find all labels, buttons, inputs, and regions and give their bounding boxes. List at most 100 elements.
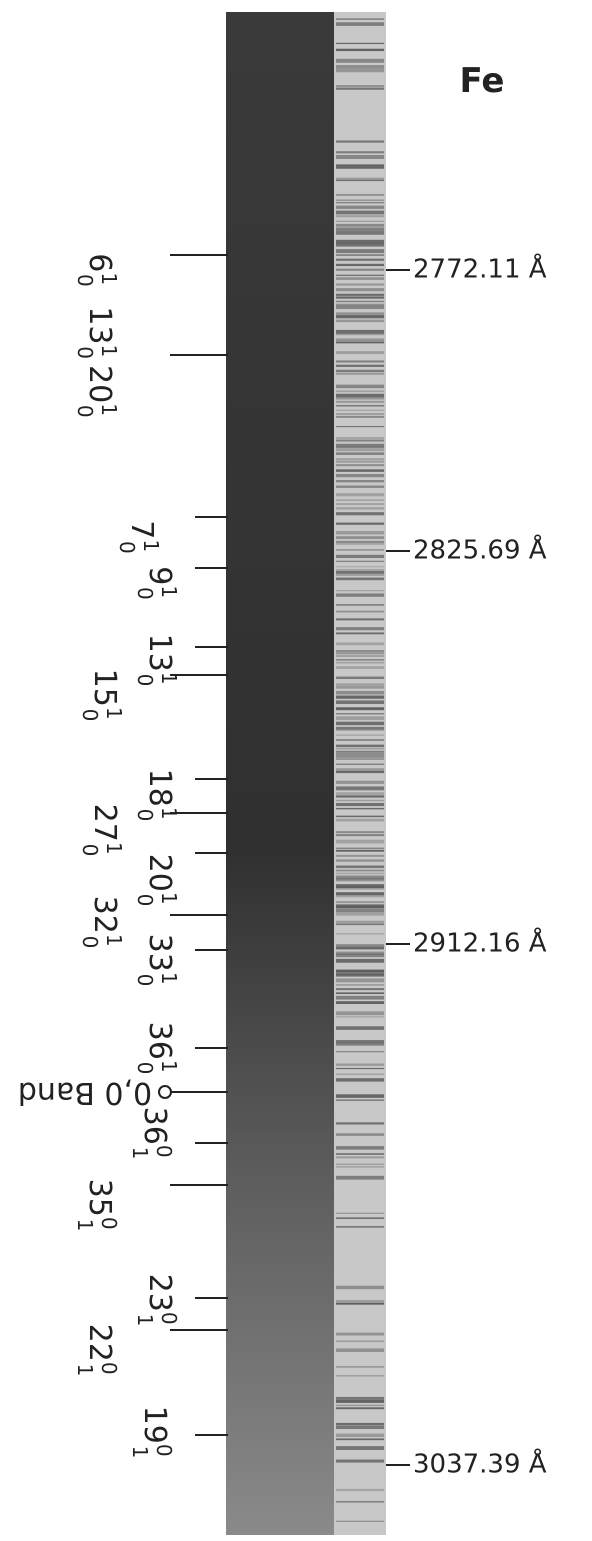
spectral-line — [336, 611, 384, 613]
band-number: 7 — [124, 520, 159, 539]
spectral-line — [336, 243, 384, 246]
spectral-line — [336, 1460, 384, 1463]
spectral-line — [336, 342, 384, 343]
spectral-line — [336, 896, 384, 898]
spectral-line — [336, 296, 384, 298]
spectral-line — [336, 275, 384, 276]
band-label: 2010 — [133, 854, 181, 907]
spectral-line — [336, 1405, 384, 1407]
spectral-line — [336, 221, 384, 222]
band-label: 3501 — [73, 1179, 121, 1232]
band-text: 2010 — [133, 854, 181, 907]
spectral-line — [336, 1489, 384, 1491]
spectral-line — [336, 410, 384, 411]
band-label: 610 — [73, 253, 121, 287]
spectral-line — [336, 206, 384, 209]
dark-strip — [226, 12, 334, 1535]
spectral-line — [336, 259, 384, 261]
spectral-line — [336, 1051, 384, 1052]
band-text: 2201 — [73, 1324, 121, 1377]
spectral-line — [336, 751, 384, 753]
band-label: 1310 — [133, 634, 181, 687]
spectral-line — [336, 167, 384, 168]
spectral-line — [336, 996, 384, 1000]
spectral-line — [336, 458, 384, 460]
band-label: 2710 — [78, 804, 126, 857]
band-label: 13102010 — [73, 306, 121, 417]
band-sup: 0 — [152, 1444, 176, 1457]
spectral-line — [336, 677, 384, 680]
spectral-line — [336, 1040, 384, 1043]
spectral-line — [336, 151, 384, 153]
spectral-line — [336, 1156, 384, 1158]
spectral-line — [336, 653, 384, 655]
spectral-line — [336, 365, 384, 367]
band-sup: 0 — [152, 1145, 176, 1158]
spectral-line — [336, 1078, 384, 1081]
spectral-line — [336, 627, 384, 630]
spectral-line — [336, 1397, 384, 1399]
band-text: 1510 — [78, 669, 126, 722]
spectral-line — [336, 254, 384, 255]
spectral-line — [336, 541, 384, 543]
spectral-line — [336, 800, 384, 801]
band-sub: 1 — [128, 1446, 152, 1459]
spectral-line — [336, 464, 384, 466]
spectral-line — [336, 1099, 384, 1101]
spectral-line — [336, 452, 384, 455]
spectral-line — [336, 507, 384, 510]
spectral-line — [336, 921, 384, 924]
spectral-line — [336, 865, 384, 868]
spectral-line — [336, 735, 384, 736]
spectral-line — [336, 461, 384, 463]
spectral-line — [336, 992, 384, 994]
spectral-line — [336, 338, 384, 342]
spectral-line — [336, 831, 384, 833]
spectral-line — [336, 819, 384, 822]
band-sup: 1 — [157, 1060, 181, 1073]
spectral-line — [336, 43, 384, 44]
band-label: 1510 — [78, 669, 126, 722]
spectral-line — [336, 22, 384, 26]
spectral-line — [336, 449, 384, 451]
spectral-line — [336, 796, 384, 798]
band-label: 2201 — [73, 1324, 121, 1377]
spectral-line — [336, 1286, 384, 1289]
spectral-line — [336, 523, 384, 525]
band-sub: 0 — [133, 1062, 157, 1075]
spectral-line — [336, 901, 384, 903]
spectral-line — [336, 1068, 384, 1069]
spectral-line — [336, 947, 384, 949]
spectral-line — [336, 398, 384, 399]
band-text: 13102010 — [73, 306, 121, 417]
spectral-line — [336, 549, 384, 551]
spectral-line — [336, 739, 384, 741]
spectral-line — [336, 294, 384, 296]
spectral-line — [336, 873, 384, 874]
band-sub: 0 — [133, 674, 157, 687]
band-sup: 1 — [97, 403, 121, 416]
spectral-line — [336, 571, 384, 574]
spectral-line — [336, 503, 384, 505]
wavelength-label: 3037.39 Å — [413, 1448, 547, 1480]
spectral-line — [336, 912, 384, 916]
band-number: 18 — [142, 769, 177, 807]
spectral-line — [336, 88, 384, 90]
spectral-line — [336, 686, 384, 689]
spectral-line — [336, 1094, 384, 1098]
band-sup: 0 — [157, 1312, 181, 1325]
spectral-line — [336, 317, 384, 319]
spectral-line — [336, 1438, 384, 1440]
spectral-line — [336, 440, 384, 441]
spectral-line — [336, 959, 384, 963]
band-text: 610 — [73, 253, 121, 287]
spectral-line — [336, 683, 384, 685]
spectral-line — [336, 792, 384, 795]
spectral-line — [336, 531, 384, 534]
spectral-line — [336, 485, 384, 487]
spectral-line — [336, 909, 384, 912]
band-sub: 1 — [128, 1147, 152, 1160]
spectral-line — [336, 933, 384, 934]
spectral-line — [336, 984, 384, 986]
band-number: 36 — [142, 1022, 177, 1060]
